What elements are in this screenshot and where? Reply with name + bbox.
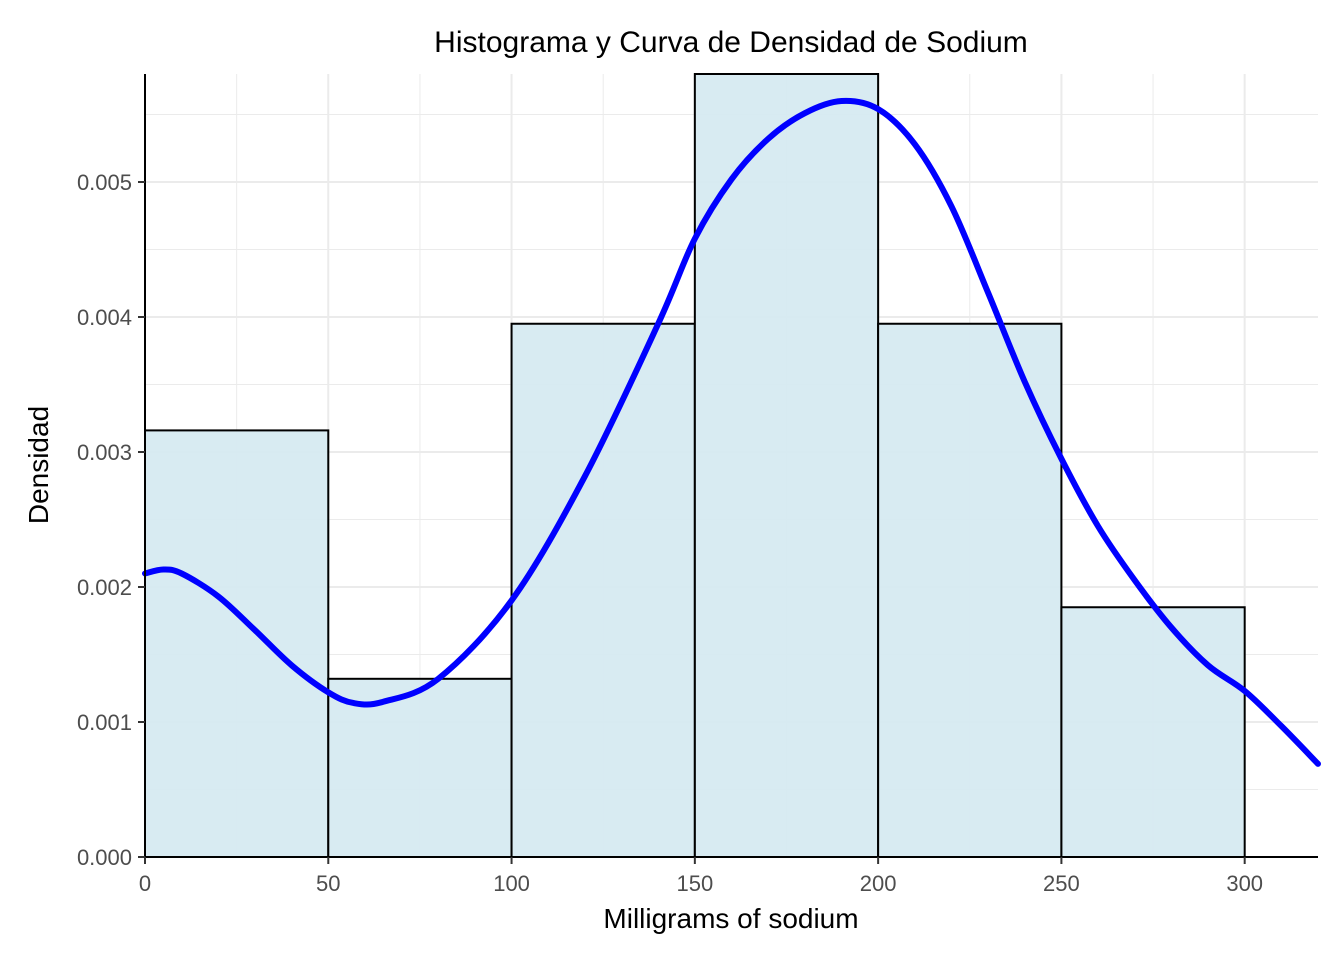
x-tick-label: 0 — [139, 871, 151, 896]
x-tick-label: 50 — [316, 871, 340, 896]
y-tick-label: 0.004 — [77, 305, 132, 330]
y-axis-label: Densidad — [23, 406, 54, 524]
histogram-bar-3 — [510, 322, 696, 858]
chart-title: Histograma y Curva de Densidad de Sodium — [434, 26, 1028, 59]
y-tick-label: 0.005 — [77, 170, 132, 195]
density-curve — [142, 97, 1321, 767]
histogram-bar-6 — [1060, 606, 1246, 858]
axes — [144, 74, 1318, 858]
histogram-bar-4 — [693, 73, 880, 858]
y-tick-label: 0.000 — [77, 845, 132, 870]
density-curve-layer — [142, 97, 1321, 767]
x-tick-label: 200 — [860, 871, 897, 896]
x-tick-label: 100 — [493, 871, 530, 896]
histogram-bar-2 — [327, 677, 513, 858]
x-axis-label: Milligrams of sodium — [603, 903, 858, 934]
tick-labels: 0 50 100 150 200 250 300 0.000 0.001 0.002 0.003 0.… — [77, 170, 1263, 896]
x-tick-label: 150 — [676, 871, 713, 896]
histogram-bar-1 — [144, 429, 330, 858]
x-tick-label: 250 — [1043, 871, 1080, 896]
histogram-bars — [144, 73, 1246, 858]
x-tick-label: 300 — [1226, 871, 1263, 896]
y-tick-label: 0.001 — [77, 710, 132, 735]
y-tick-label: 0.002 — [77, 575, 132, 600]
y-tick-label: 0.003 — [77, 440, 132, 465]
